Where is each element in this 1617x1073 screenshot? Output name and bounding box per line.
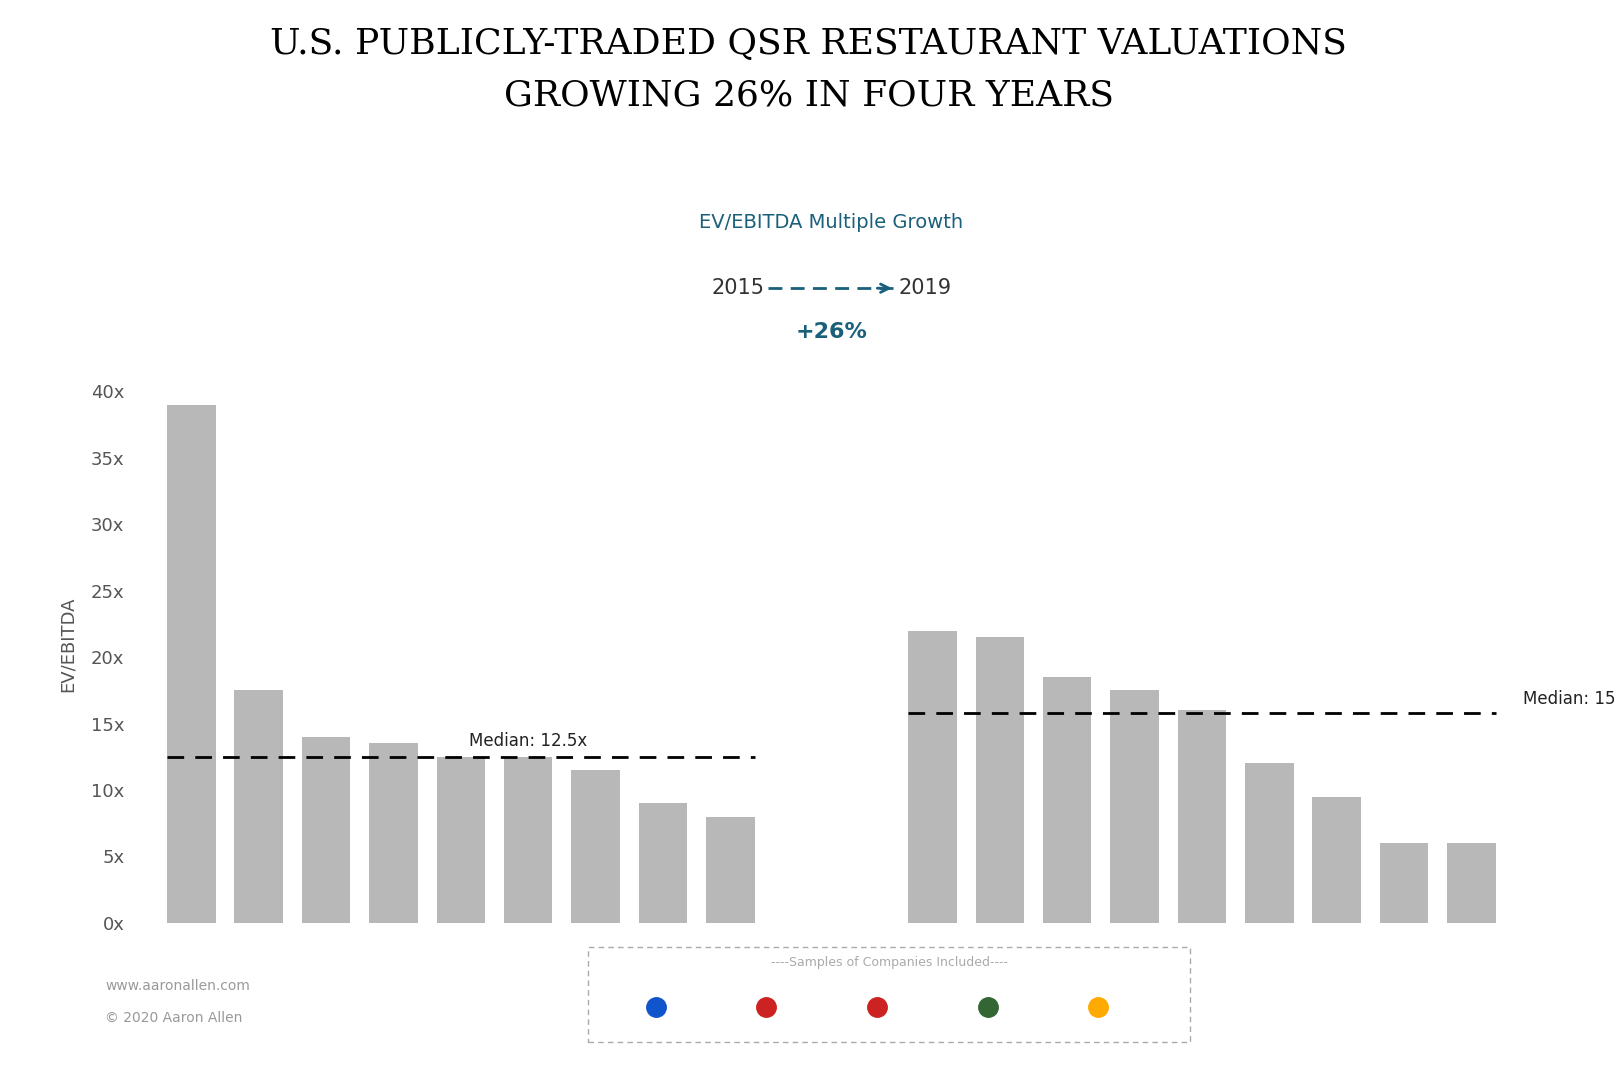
Bar (369, 744, 417, 923)
Text: Median: 12.5x: Median: 12.5x (469, 732, 587, 750)
Bar (639, 804, 687, 923)
Text: 2019: 2019 (897, 278, 951, 298)
Bar (234, 690, 283, 923)
Bar (437, 756, 485, 923)
Text: Median: 15.8x: Median: 15.8x (1523, 690, 1617, 707)
Bar (707, 817, 755, 923)
Text: GROWING 26% IN FOUR YEARS: GROWING 26% IN FOUR YEARS (503, 78, 1114, 113)
Bar (1177, 710, 1226, 923)
Text: www.aaronallen.com: www.aaronallen.com (105, 979, 251, 993)
Bar (505, 756, 553, 923)
Bar (302, 737, 351, 923)
Bar (1379, 843, 1428, 923)
Bar (1245, 763, 1294, 923)
Text: © 2020 Aaron Allen: © 2020 Aaron Allen (105, 1011, 243, 1025)
Text: +26%: +26% (796, 322, 867, 342)
Bar (1043, 677, 1091, 923)
Bar (571, 770, 619, 923)
Bar (1313, 796, 1362, 923)
Text: ----Samples of Companies Included----: ----Samples of Companies Included---- (771, 956, 1007, 970)
Text: 2015: 2015 (711, 278, 765, 298)
Bar (167, 405, 215, 923)
Bar (975, 637, 1024, 923)
Bar (909, 631, 957, 923)
Bar (1447, 843, 1496, 923)
Text: EV/EBITDA Multiple Growth: EV/EBITDA Multiple Growth (699, 214, 964, 232)
Bar (1111, 690, 1159, 923)
Text: U.S. PUBLICLY-TRADED QSR RESTAURANT VALUATIONS: U.S. PUBLICLY-TRADED QSR RESTAURANT VALU… (270, 27, 1347, 61)
Y-axis label: EV/EBITDA: EV/EBITDA (58, 596, 76, 692)
